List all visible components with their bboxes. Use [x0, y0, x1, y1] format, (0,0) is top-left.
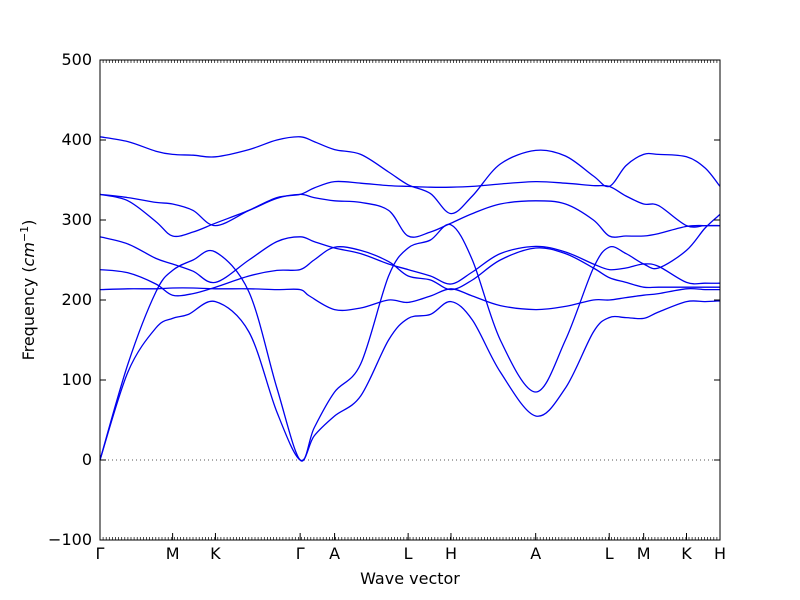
x-tick-label: K — [210, 544, 221, 563]
axes-frame — [99, 59, 721, 541]
y-axis-label-main: Frequency ( — [19, 266, 38, 360]
x-tick-label: K — [681, 544, 692, 563]
x-axis-label: Wave vector — [360, 569, 460, 588]
y-tick-label: −100 — [48, 530, 92, 549]
tick-marks — [99, 59, 721, 541]
x-tick-label: L — [605, 544, 614, 563]
x-tick-label: H — [445, 544, 457, 563]
phonon-branches — [99, 136, 721, 462]
x-tick-label: M — [166, 544, 180, 563]
x-tick-label: H — [714, 544, 726, 563]
y-tick-label: 0 — [82, 450, 92, 469]
branch-line-5 — [99, 236, 721, 285]
y-tick-labels: −100 0 100 200 300 400 500 — [48, 50, 92, 549]
branch-line-2 — [99, 213, 721, 462]
branch-line-4 — [99, 246, 720, 297]
branch-line-8 — [99, 136, 721, 215]
x-tick-label: A — [530, 544, 541, 563]
branch-line-6 — [99, 193, 721, 238]
branch-line-3 — [99, 287, 721, 312]
x-tick-label: Γ — [96, 544, 105, 563]
y-tick-label: 100 — [61, 370, 92, 389]
y-tick-label: 200 — [61, 290, 92, 309]
y-tick-label: 500 — [61, 50, 92, 69]
y-tick-label: 300 — [61, 210, 92, 229]
branch-line-1 — [99, 300, 721, 462]
branch-line-7 — [99, 180, 720, 228]
y-axis-label: Frequency (cm−1) — [18, 220, 38, 361]
y-axis-label-unit: cm — [19, 242, 38, 266]
x-tick-label: L — [404, 544, 413, 563]
x-tick-label: M — [637, 544, 651, 563]
y-axis-label-exponent: −1 — [18, 226, 31, 242]
y-axis-label-close: ) — [19, 220, 38, 226]
y-tick-label: 400 — [61, 130, 92, 149]
x-tick-label: Γ — [296, 544, 305, 563]
x-tick-label: A — [329, 544, 340, 563]
